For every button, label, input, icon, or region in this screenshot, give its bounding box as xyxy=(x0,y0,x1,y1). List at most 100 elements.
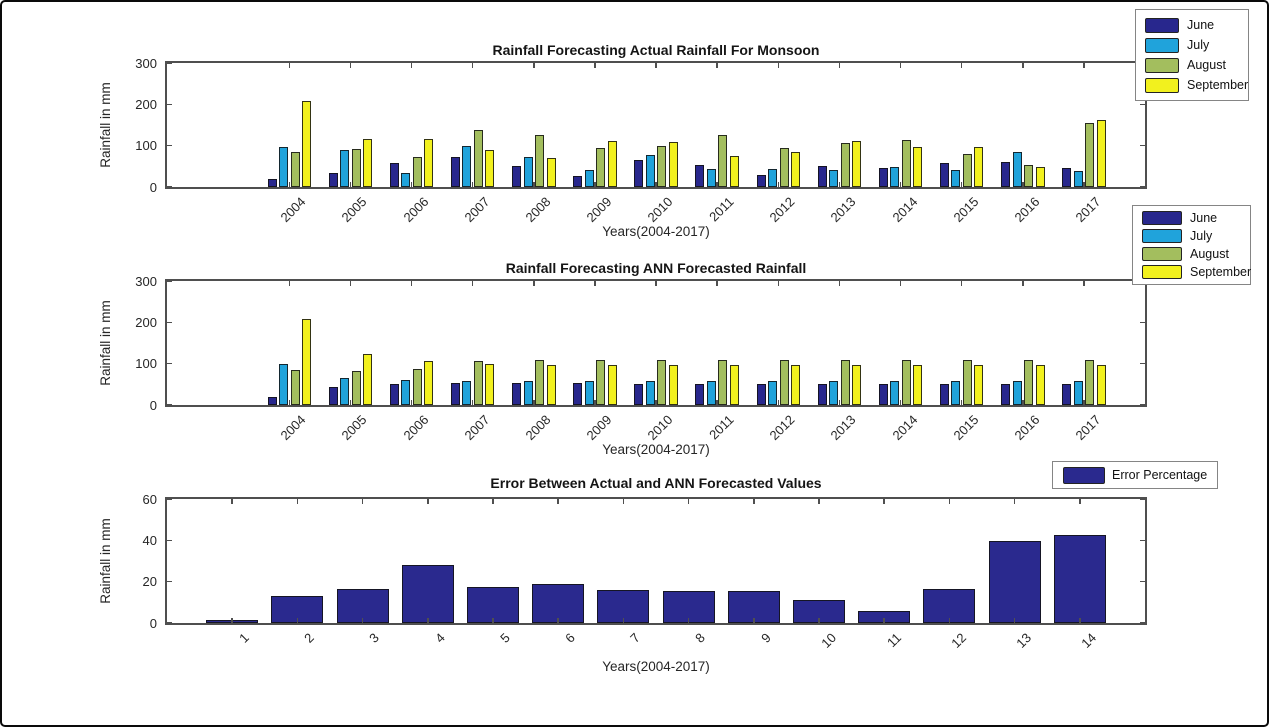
bar-july-2013 xyxy=(829,169,839,187)
bar-august-2017 xyxy=(1085,122,1095,187)
legend-label: September xyxy=(1187,78,1249,92)
x-axis-tick xyxy=(687,499,690,504)
x-axis-tick xyxy=(533,182,535,187)
bar-august-2011 xyxy=(718,359,728,405)
x-tick-label-text: 2008 xyxy=(522,412,554,444)
x-axis-tick xyxy=(655,281,657,286)
x-axis-tick xyxy=(533,281,535,286)
legend: Error Percentage xyxy=(1052,461,1219,489)
x-tick-label-text: 2013 xyxy=(827,194,859,226)
x-axis-tick xyxy=(288,182,290,187)
x-axis-tick xyxy=(948,499,951,504)
bar-september-2017 xyxy=(1096,365,1106,405)
x-tick-label-text: 2010 xyxy=(644,412,676,444)
legend-swatch-july xyxy=(1142,229,1182,243)
legend-label: August xyxy=(1187,58,1226,72)
x-axis-tick xyxy=(594,400,596,405)
bar-error-percentage-14 xyxy=(1053,535,1106,623)
x-axis-tick xyxy=(960,63,963,68)
bar-june-2007 xyxy=(450,157,460,187)
bar-june-2006 xyxy=(389,384,399,405)
bar-august-2007 xyxy=(473,360,483,405)
x-tick-label-text: 2011 xyxy=(706,412,737,443)
y-axis-tick xyxy=(1140,498,1145,500)
y-axis-tick xyxy=(1140,404,1145,406)
x-axis-tick xyxy=(557,499,559,504)
bar-august-2015 xyxy=(962,154,972,187)
bar-july-2008 xyxy=(523,380,533,405)
chart-title: Rainfall Forecasting Actual Rainfall For… xyxy=(492,42,820,58)
bar-august-2008 xyxy=(535,359,544,405)
x-axis-tick xyxy=(471,400,474,405)
x-axis-tick xyxy=(622,618,625,623)
x-axis-tick xyxy=(410,182,413,187)
x-axis-tick xyxy=(753,499,755,504)
x-axis-tick xyxy=(349,182,352,187)
x-axis-tick xyxy=(1079,499,1081,504)
x-axis-tick xyxy=(361,499,364,504)
x-axis-tick xyxy=(410,63,413,68)
x-axis-tick xyxy=(1013,618,1016,623)
bar-july-2006 xyxy=(401,379,411,405)
bar-september-2007 xyxy=(485,364,495,405)
bar-september-2013 xyxy=(852,140,862,187)
x-axis-tick xyxy=(1079,618,1081,623)
x-axis-tick xyxy=(899,281,902,286)
x-tick-label-text: 2011 xyxy=(706,194,737,225)
bar-august-2004 xyxy=(290,151,300,187)
x-axis-tick xyxy=(349,63,352,68)
bar-july-2007 xyxy=(462,145,472,187)
bar-june-2016 xyxy=(1001,383,1010,405)
bar-july-2016 xyxy=(1012,381,1022,405)
bar-august-2009 xyxy=(596,359,606,405)
x-axis-tick xyxy=(838,182,841,187)
x-axis-tick xyxy=(753,618,755,623)
x-axis-tick xyxy=(716,182,718,187)
x-axis-tick xyxy=(349,281,352,286)
x-axis-tick xyxy=(716,63,718,68)
x-tick-label-text: 2016 xyxy=(1011,194,1043,226)
bar-july-2011 xyxy=(706,381,716,405)
x-axis-tick xyxy=(655,400,657,405)
bar-september-2006 xyxy=(424,139,434,187)
bar-june-2011 xyxy=(695,165,705,187)
y-axis-tick xyxy=(167,498,172,500)
x-axis-tick xyxy=(471,182,474,187)
bar-july-2007 xyxy=(462,380,472,405)
x-axis-tick xyxy=(533,63,535,68)
bar-september-2016 xyxy=(1035,364,1045,405)
bar-june-2010 xyxy=(634,159,644,187)
bar-june-2014 xyxy=(878,168,888,187)
x-axis-tick xyxy=(594,281,596,286)
legend-item: June xyxy=(1142,209,1244,227)
bar-june-2008 xyxy=(512,165,521,187)
bar-july-2009 xyxy=(584,170,594,187)
bar-june-2005 xyxy=(328,172,338,187)
bar-july-2012 xyxy=(768,168,777,187)
bar-june-2004 xyxy=(267,396,277,405)
legend-item: June xyxy=(1145,15,1242,35)
x-tick-label-text: 2010 xyxy=(644,194,676,226)
bar-september-2006 xyxy=(424,360,434,405)
y-tick-label: 0 xyxy=(149,615,157,631)
x-tick-label-text: 2016 xyxy=(1011,412,1043,444)
bar-july-2012 xyxy=(768,381,777,405)
y-axis-tick xyxy=(167,280,172,282)
bar-july-2013 xyxy=(829,381,839,405)
x-tick-label-text: 2014 xyxy=(889,194,921,226)
x-tick-label-text: 2017 xyxy=(1072,412,1104,444)
y-axis-tick xyxy=(1140,186,1145,188)
bar-error-percentage-13 xyxy=(988,541,1041,623)
y-axis-tick xyxy=(1140,144,1145,147)
legend-item: July xyxy=(1145,35,1242,55)
y-axis-tick xyxy=(167,622,172,624)
bar-september-2012 xyxy=(791,364,800,405)
bar-august-2010 xyxy=(657,359,667,405)
bar-june-2015 xyxy=(939,162,949,187)
y-tick-label: 300 xyxy=(135,273,157,289)
x-tick-label-text: 2005 xyxy=(338,412,370,444)
x-tick-label-text: 1 xyxy=(236,630,252,646)
x-tick-label-text: 2006 xyxy=(400,194,432,226)
x-tick-label-text: 9 xyxy=(757,630,774,646)
bar-july-2006 xyxy=(401,173,411,187)
